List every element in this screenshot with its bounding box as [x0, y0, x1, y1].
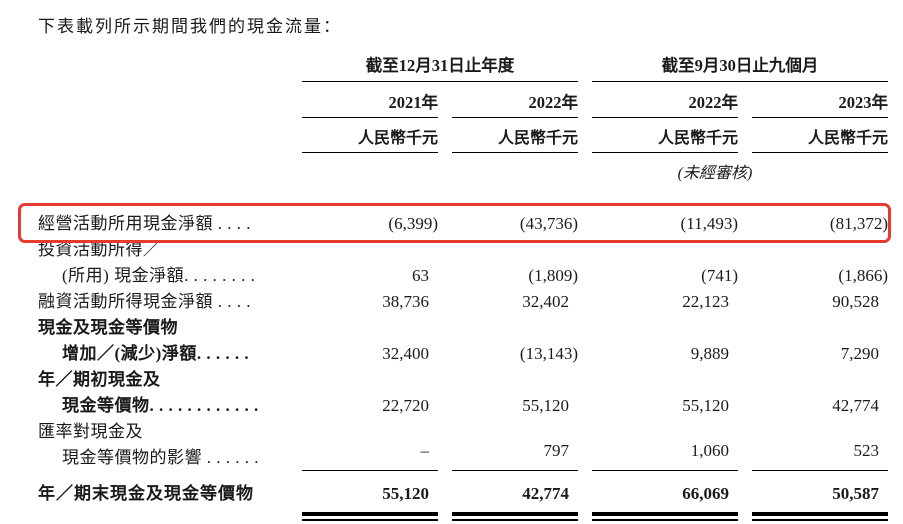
table-body: 經營活動所用現金淨額 . . . . (6,399) (43,736) (11,… [18, 203, 891, 521]
cell-value: (43,736) [519, 214, 578, 233]
cell-value: 22,720 [382, 396, 429, 415]
row-label-line2: 現金等價物的影響 . . . . . . [62, 448, 259, 467]
cell-value: (6,399) [388, 214, 438, 233]
double-rule-row [38, 512, 888, 521]
year-header-2023-9m: 2023年 [752, 82, 888, 118]
cell-value: (81,372) [829, 214, 888, 233]
row-label: 經營活動所用現金淨額 . . . . [38, 214, 251, 233]
cell-value: (11,493) [680, 214, 738, 233]
table-row-net-change: 現金及現金等價物 增加／(減少)淨額. . . . . . 32,400 (13… [38, 315, 888, 367]
col-group-header-nine-months: 截至9月30日止九個月 [592, 52, 888, 82]
cell-value: (13,143) [519, 344, 578, 363]
row-label: 現金及現金等價物 [38, 318, 178, 337]
double-rule [752, 512, 888, 521]
year-header-2022-9m: 2022年 [592, 82, 738, 118]
table-row-opening-cash: 年／期初現金及 現金等價物. . . . . . . . . . . . 22,… [38, 367, 888, 419]
row-label: 投資活動所得／ [38, 240, 161, 259]
cell-value: – [302, 438, 438, 471]
table-row-closing-cash: 年／期末現金及現金等價物 55,120 42,774 66,069 50,587 [38, 481, 888, 507]
cell-value: 9,889 [690, 344, 729, 363]
unaudited-note: (未經審核) [677, 165, 753, 182]
spacer [38, 82, 288, 118]
cell-value: 55,120 [522, 396, 569, 415]
cell-value: 32,400 [382, 344, 429, 363]
cell-value: (741) [701, 266, 738, 285]
double-rule [592, 512, 738, 521]
cell-value: (1,809) [528, 266, 578, 285]
cash-flow-table: 截至12月31日止年度 截至9月30日止九個月 2021年 2022年 2022… [18, 52, 891, 521]
row-label: 年／期初現金及 [38, 370, 161, 389]
unit-header: 人民幣千元 [302, 118, 438, 153]
table-row-fx-effect: 匯率對現金及 現金等價物的影響 . . . . . . – 797 1,060 … [38, 419, 888, 471]
double-rule [452, 512, 578, 521]
cell-value: 38,736 [382, 292, 429, 311]
col-group-header-annual: 截至12月31日止年度 [302, 52, 578, 82]
cell-value: 63 [412, 266, 429, 285]
cell-value: 90,528 [832, 292, 879, 311]
group-header-row: 截至12月31日止年度 截至9月30日止九個月 [38, 52, 888, 82]
cell-value: (1,866) [838, 266, 888, 285]
unaudited-row: (未經審核) [38, 153, 888, 183]
unit-header-row: 人民幣千元 人民幣千元 人民幣千元 人民幣千元 [38, 118, 888, 153]
table-row-financing: 融資活動所得現金淨額 . . . . 38,736 32,402 22,123 … [38, 289, 888, 315]
spacer [38, 52, 288, 82]
unit-header: 人民幣千元 [592, 118, 738, 153]
cell-value: 55,120 [682, 396, 729, 415]
row-label: 融資活動所得現金淨額 . . . . [38, 292, 251, 311]
row-label: 匯率對現金及 [38, 422, 143, 441]
cell-value: 797 [452, 438, 578, 471]
unit-header: 人民幣千元 [452, 118, 578, 153]
page-title: 下表載列所示期間我們的現金流量： [38, 17, 342, 36]
cell-value: 22,123 [682, 292, 729, 311]
double-rule [302, 512, 438, 521]
cell-value: 66,069 [682, 484, 729, 503]
cell-value: 1,060 [592, 438, 738, 471]
cell-value: 42,774 [522, 484, 569, 503]
row-label-line2: 增加／(減少)淨額. . . . . . [62, 344, 250, 363]
row-label-line2: 現金等價物. . . . . . . . . . . . [62, 396, 259, 415]
spacer [38, 118, 288, 153]
cell-value: 55,120 [382, 484, 429, 503]
year-header-row: 2021年 2022年 2022年 2023年 [38, 82, 888, 118]
cell-value: 32,402 [522, 292, 569, 311]
table-row-operating: 經營活動所用現金淨額 . . . . (6,399) (43,736) (11,… [18, 203, 891, 243]
table-row-investing: 投資活動所得／ (所用) 現金淨額. . . . . . . . 63 (1,8… [38, 237, 888, 289]
spacer [38, 512, 288, 521]
cell-value: 50,587 [832, 484, 879, 503]
year-header-2021: 2021年 [302, 82, 438, 118]
cell-value: 7,290 [840, 344, 879, 363]
row-label: 年／期末現金及現金等價物 [38, 484, 254, 503]
cell-value: 42,774 [832, 396, 879, 415]
row-label-line2: (所用) 現金淨額. . . . . . . . [62, 266, 256, 285]
year-header-2022: 2022年 [452, 82, 578, 118]
unit-header: 人民幣千元 [752, 118, 888, 153]
cell-value: 523 [752, 438, 888, 471]
